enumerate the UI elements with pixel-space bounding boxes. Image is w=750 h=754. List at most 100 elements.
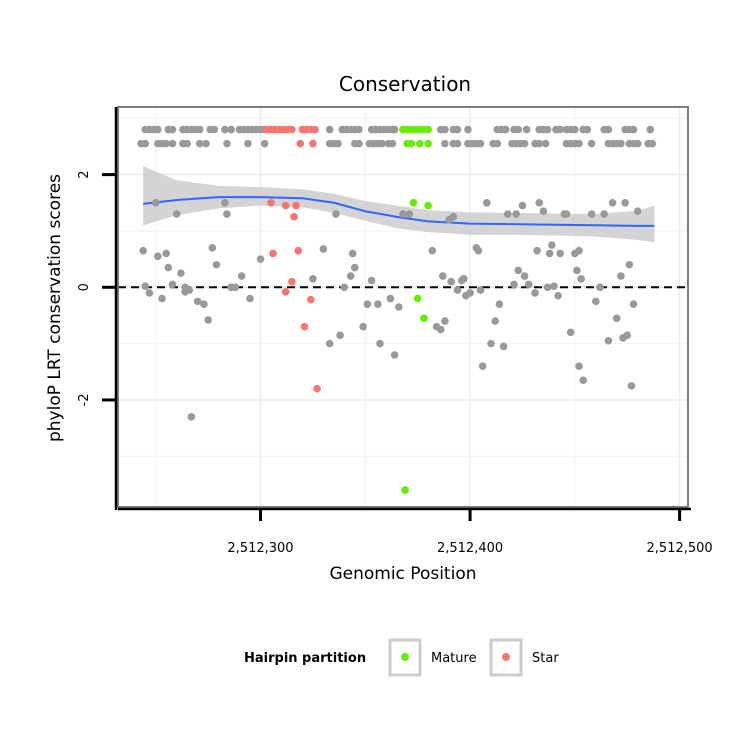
point-star xyxy=(267,198,275,207)
point-star xyxy=(311,125,319,134)
point-other xyxy=(221,198,229,207)
point-other xyxy=(355,139,363,148)
point-other xyxy=(168,125,177,134)
point-other xyxy=(487,339,495,348)
point-other xyxy=(539,207,548,216)
point-other xyxy=(204,316,212,324)
point-other xyxy=(359,322,367,331)
point-other xyxy=(646,125,655,134)
y-tick-label: 2 xyxy=(77,170,92,178)
point-other xyxy=(183,139,191,148)
point-other xyxy=(332,210,340,218)
point-other xyxy=(554,291,562,300)
point-other xyxy=(466,289,474,297)
point-other xyxy=(139,246,147,255)
point-other xyxy=(223,210,231,218)
point-other xyxy=(453,125,462,134)
point-other xyxy=(223,139,231,148)
point-other xyxy=(237,272,246,280)
point-other xyxy=(227,125,235,134)
point-other xyxy=(193,297,202,306)
point-other xyxy=(210,125,219,134)
chart-title: Conservation xyxy=(339,72,471,96)
point-other xyxy=(346,272,355,280)
point-mature xyxy=(409,198,418,207)
point-other xyxy=(325,125,334,134)
point-other xyxy=(244,139,252,148)
point-mature xyxy=(424,201,432,210)
point-other xyxy=(168,139,177,148)
point-other xyxy=(493,139,502,148)
point-other xyxy=(390,351,399,359)
point-other xyxy=(177,269,185,277)
point-other xyxy=(629,300,638,308)
point-other xyxy=(187,413,196,421)
point-other xyxy=(441,317,449,325)
point-other xyxy=(428,246,437,255)
point-other xyxy=(158,294,166,303)
panel-border xyxy=(117,106,689,508)
point-other xyxy=(587,139,596,148)
legend-dot-star xyxy=(502,653,510,661)
point-star xyxy=(313,384,321,393)
point-other xyxy=(522,125,531,134)
point-star xyxy=(300,322,309,331)
legend-title: Hairpin partition xyxy=(244,651,366,666)
point-other xyxy=(162,139,170,148)
point-other xyxy=(441,125,449,134)
point-other xyxy=(374,300,382,308)
point-other xyxy=(503,210,512,218)
point-other xyxy=(202,139,210,148)
point-other xyxy=(441,139,449,148)
point-other xyxy=(145,289,154,297)
point-other xyxy=(577,275,585,283)
point-other xyxy=(623,331,632,339)
point-other xyxy=(556,125,564,134)
point-other xyxy=(378,139,386,148)
legend-label-star: Star xyxy=(532,651,559,666)
point-other xyxy=(200,300,208,308)
point-other xyxy=(195,125,204,134)
point-other xyxy=(625,260,634,269)
point-other xyxy=(154,252,162,261)
point-star xyxy=(281,287,290,296)
point-other xyxy=(399,210,407,218)
point-other xyxy=(221,125,229,134)
point-other xyxy=(367,276,376,285)
legend-label-mature: Mature xyxy=(431,651,477,666)
point-other xyxy=(512,210,520,218)
point-other xyxy=(355,125,363,134)
point-other xyxy=(363,300,372,308)
point-mature xyxy=(401,486,409,494)
point-other xyxy=(195,139,204,148)
point-other xyxy=(334,139,342,148)
point-mature xyxy=(407,139,416,148)
point-other xyxy=(499,342,508,351)
point-star xyxy=(288,125,296,134)
point-other xyxy=(501,125,510,134)
point-other xyxy=(405,210,414,218)
point-star xyxy=(269,249,277,258)
panel-background xyxy=(118,107,688,507)
point-other xyxy=(164,263,173,272)
point-other xyxy=(141,139,150,148)
point-other xyxy=(514,125,523,134)
point-other xyxy=(439,272,447,280)
point-other xyxy=(591,297,600,306)
point-other xyxy=(543,283,552,292)
point-other xyxy=(453,139,462,148)
point-star xyxy=(309,139,317,148)
point-other xyxy=(246,294,254,303)
point-other xyxy=(566,328,575,337)
point-other xyxy=(436,325,445,334)
point-other xyxy=(575,362,583,370)
point-other xyxy=(388,139,397,148)
point-other xyxy=(608,198,617,207)
point-star xyxy=(292,201,300,210)
point-other xyxy=(495,300,504,308)
legend-dot-mature xyxy=(401,653,409,661)
point-other xyxy=(612,314,621,323)
point-other xyxy=(535,139,544,148)
